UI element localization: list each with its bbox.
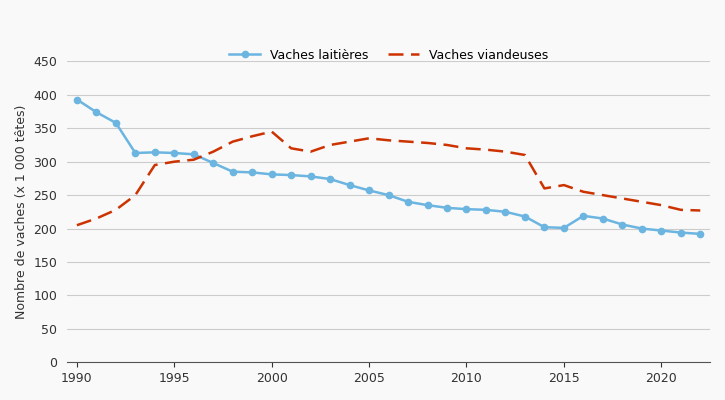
Vaches laitières [151,150,160,155]
Vaches laitières [326,177,334,182]
Vaches viandeuses [384,138,393,143]
Vaches viandeuses [423,140,432,145]
Vaches laitières [657,228,666,233]
Vaches viandeuses [209,149,218,154]
Vaches viandeuses [521,152,529,157]
Vaches viandeuses [92,216,101,221]
Vaches laitières [345,183,354,188]
Vaches viandeuses [248,134,257,139]
Line: Vaches laitières: Vaches laitières [74,96,703,237]
Legend: Vaches laitières, Vaches viandeuses: Vaches laitières, Vaches viandeuses [224,44,553,66]
Vaches laitières [560,226,568,230]
Vaches laitières [131,150,140,155]
Vaches laitières [248,170,257,175]
Vaches viandeuses [637,200,646,204]
Vaches laitières [365,188,373,193]
Vaches viandeuses [443,142,452,147]
Vaches viandeuses [287,146,296,151]
Vaches viandeuses [170,159,178,164]
Vaches viandeuses [676,208,685,212]
Vaches laitières [501,210,510,214]
Vaches viandeuses [189,157,198,162]
Vaches viandeuses [326,142,334,147]
Vaches laitières [112,120,120,125]
Vaches laitières [384,193,393,198]
Vaches viandeuses [579,189,588,194]
Vaches laitières [462,207,471,212]
Vaches laitières [170,150,178,155]
Vaches viandeuses [599,193,608,198]
Vaches laitières [209,161,218,166]
Vaches laitières [443,206,452,210]
Vaches laitières [423,203,432,208]
Vaches viandeuses [618,196,626,201]
Vaches viandeuses [131,193,140,198]
Vaches viandeuses [462,146,471,151]
Vaches laitières [72,97,81,102]
Line: Vaches viandeuses: Vaches viandeuses [77,132,700,225]
Vaches laitières [599,216,608,221]
Y-axis label: Nombre de vaches (x 1 000 têtes): Nombre de vaches (x 1 000 têtes) [15,105,28,319]
Vaches viandeuses [306,149,315,154]
Vaches viandeuses [481,147,490,152]
Vaches viandeuses [560,183,568,188]
Vaches laitières [268,172,276,177]
Vaches viandeuses [365,136,373,141]
Vaches laitières [521,214,529,219]
Vaches viandeuses [345,139,354,144]
Vaches viandeuses [228,139,237,144]
Vaches viandeuses [696,208,705,213]
Vaches laitières [676,230,685,235]
Vaches laitières [189,152,198,157]
Vaches laitières [481,208,490,212]
Vaches viandeuses [72,223,81,228]
Vaches viandeuses [404,139,413,144]
Vaches viandeuses [501,149,510,154]
Vaches viandeuses [112,208,120,212]
Vaches viandeuses [268,129,276,134]
Vaches laitières [92,110,101,115]
Vaches viandeuses [657,203,666,208]
Vaches laitières [287,173,296,178]
Vaches laitières [228,169,237,174]
Vaches laitières [696,232,705,236]
Vaches laitières [404,200,413,204]
Vaches laitières [618,222,626,227]
Vaches viandeuses [540,186,549,191]
Vaches laitières [579,214,588,218]
Vaches laitières [540,225,549,230]
Vaches laitières [306,174,315,179]
Vaches laitières [637,226,646,231]
Vaches viandeuses [151,163,160,168]
